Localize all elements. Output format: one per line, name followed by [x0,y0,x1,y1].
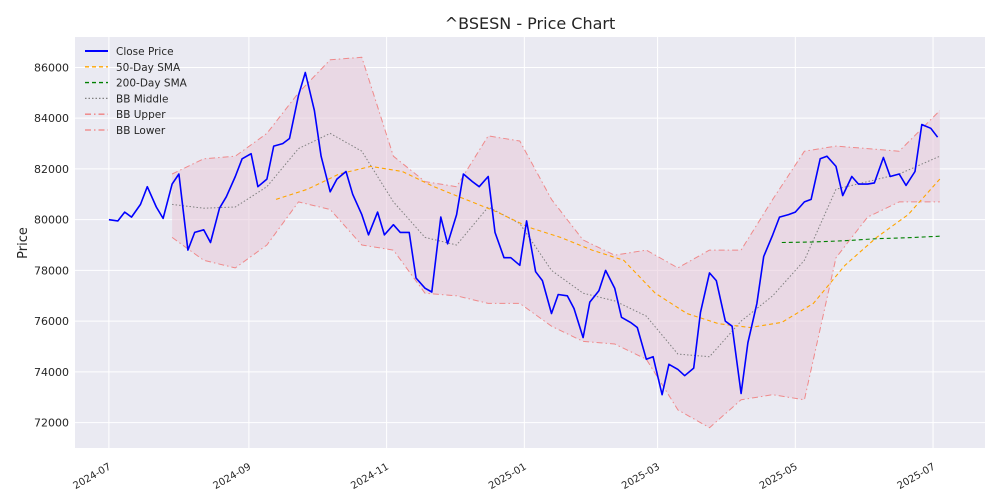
y-tick-label: 72000 [34,417,69,430]
bollinger-band-area [172,57,940,428]
bollinger-fill [172,57,940,428]
y-tick-label: 74000 [34,366,69,379]
legend: Close Price 50-Day SMA 200-Day SMA BB Middl… [85,46,188,137]
y-tick-label: 86000 [34,61,69,74]
legend-label-50-day-sma: 50-Day SMA [116,62,181,74]
series-line-bb-middle [172,132,941,358]
legend-label-bb-lower: BB Lower [116,125,166,137]
y-axis-label: Price [16,227,31,259]
legend-label-close-price: Close Price [116,46,174,58]
series-line-close-price [108,71,939,396]
legend-label-200-day-sma: 200-Day SMA [116,78,188,90]
y-tick-label: 84000 [34,112,69,125]
y-tick-label: 80000 [34,214,69,227]
legend-label-bb-upper: BB Upper [116,109,166,121]
series-line-bb-lower [171,201,940,429]
y-tick-label: 76000 [34,315,69,328]
chart-title: ^BSESN - Price Chart [445,14,616,33]
series-line-bb-upper [171,56,941,269]
series-line-200-day-sma [781,235,940,244]
legend-label-bb-middle: BB Middle [116,93,168,105]
y-tick-label: 82000 [34,163,69,176]
series-group [108,56,941,429]
y-tick-label: 78000 [34,264,69,277]
